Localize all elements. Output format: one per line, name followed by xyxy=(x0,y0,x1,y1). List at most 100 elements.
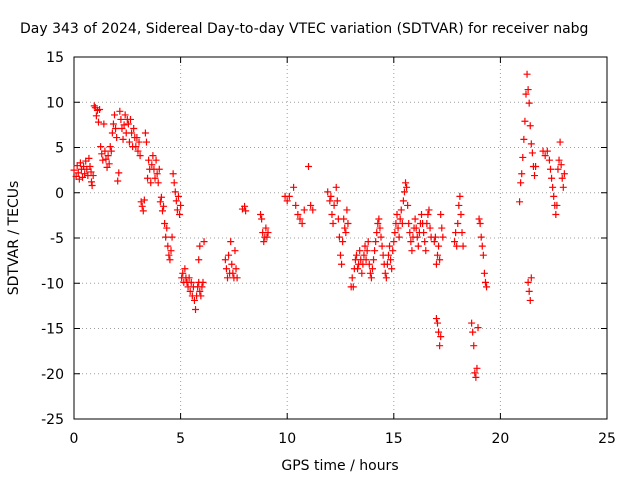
data-point-marker xyxy=(378,242,386,250)
data-point-marker xyxy=(516,198,524,206)
data-point-marker xyxy=(425,206,433,214)
data-point-marker xyxy=(115,169,123,177)
data-point-marker xyxy=(541,152,549,160)
y-tick-label: 0 xyxy=(55,186,64,202)
x-tick-label: 0 xyxy=(70,431,79,447)
data-point-marker xyxy=(109,120,117,128)
data-point-marker xyxy=(161,220,169,228)
data-point-marker xyxy=(400,188,408,196)
data-point-marker xyxy=(262,224,270,232)
data-point-marker xyxy=(174,192,182,200)
data-point-marker xyxy=(426,224,434,232)
data-point-marker xyxy=(394,224,402,232)
data-point-marker xyxy=(376,224,384,232)
data-point-marker xyxy=(117,115,125,123)
data-point-marker xyxy=(342,229,350,237)
data-point-marker xyxy=(195,256,203,264)
data-point-marker xyxy=(483,283,491,291)
data-point-marker xyxy=(361,242,369,250)
data-point-marker xyxy=(119,135,127,143)
data-point-marker xyxy=(411,215,419,223)
data-point-marker xyxy=(362,256,370,264)
data-point-marker xyxy=(412,224,420,232)
data-point-marker xyxy=(90,102,98,110)
data-point-marker xyxy=(368,265,376,273)
data-point-marker xyxy=(133,134,141,142)
data-point-marker xyxy=(96,105,104,113)
data-point-marker xyxy=(229,269,237,277)
data-point-marker xyxy=(349,283,357,291)
x-tick-label: 20 xyxy=(491,431,509,447)
data-point-marker xyxy=(221,256,229,264)
data-point-marker xyxy=(549,183,557,191)
data-point-marker xyxy=(328,210,336,218)
data-point-marker xyxy=(404,201,412,209)
data-point-marker xyxy=(147,179,155,187)
data-point-marker xyxy=(231,247,239,255)
data-point-marker xyxy=(142,138,150,146)
data-point-marker xyxy=(545,156,553,164)
data-point-marker xyxy=(414,242,422,250)
data-point-marker xyxy=(395,233,403,241)
data-point-marker xyxy=(420,229,428,237)
data-point-marker xyxy=(377,233,385,241)
data-point-marker xyxy=(339,238,347,246)
x-axis-label: GPS time / hours xyxy=(281,458,398,474)
data-point-marker xyxy=(437,333,445,341)
data-point-marker xyxy=(112,124,120,132)
data-point-marker xyxy=(526,122,534,130)
data-point-marker xyxy=(523,70,531,78)
data-point-marker xyxy=(471,369,479,377)
data-point-marker xyxy=(290,183,298,191)
data-point-marker xyxy=(74,169,82,177)
data-point-marker xyxy=(124,120,132,128)
data-point-marker xyxy=(190,296,198,304)
data-point-marker xyxy=(106,143,114,151)
data-point-marker xyxy=(157,193,165,201)
data-point-marker xyxy=(103,163,111,171)
data-point-marker xyxy=(519,153,527,161)
data-point-marker xyxy=(524,86,532,94)
data-point-marker xyxy=(232,265,240,273)
chart-title: Day 343 of 2024, Sidereal Day-to-day VTE… xyxy=(20,21,588,37)
data-point-marker xyxy=(344,220,352,228)
data-point-marker xyxy=(307,201,315,209)
data-point-marker xyxy=(341,224,349,232)
data-point-marker xyxy=(263,233,271,241)
data-point-marker xyxy=(260,238,268,246)
data-point-marker xyxy=(451,238,459,246)
data-point-marker xyxy=(126,115,134,123)
data-point-marker xyxy=(373,229,381,237)
data-point-marker xyxy=(381,269,389,277)
data-point-marker xyxy=(264,229,272,237)
data-point-marker xyxy=(153,170,161,178)
data-point-marker xyxy=(424,210,432,218)
data-point-marker xyxy=(468,319,476,327)
data-point-marker xyxy=(558,174,566,182)
y-tick-label: 15 xyxy=(46,50,64,66)
data-point-marker xyxy=(92,112,100,120)
data-point-marker xyxy=(527,274,535,282)
data-point-marker xyxy=(132,143,140,151)
data-point-marker xyxy=(326,197,334,205)
y-tick-label: -15 xyxy=(41,322,64,338)
data-point-marker xyxy=(528,149,536,157)
data-point-marker xyxy=(108,129,116,137)
data-point-marker xyxy=(543,147,551,155)
data-point-marker xyxy=(557,161,565,169)
data-point-marker xyxy=(453,242,461,250)
data-point-marker xyxy=(145,156,153,164)
data-point-marker xyxy=(111,111,119,119)
data-point-marker xyxy=(165,251,173,259)
data-point-marker xyxy=(474,324,482,332)
data-point-marker xyxy=(480,269,488,277)
data-point-marker xyxy=(454,220,462,228)
data-point-marker xyxy=(158,207,166,215)
data-point-marker xyxy=(200,238,208,246)
data-point-marker xyxy=(470,342,478,350)
data-point-marker xyxy=(224,274,232,282)
data-point-marker xyxy=(151,174,159,182)
data-point-marker xyxy=(197,292,205,300)
data-point-marker xyxy=(225,251,233,259)
